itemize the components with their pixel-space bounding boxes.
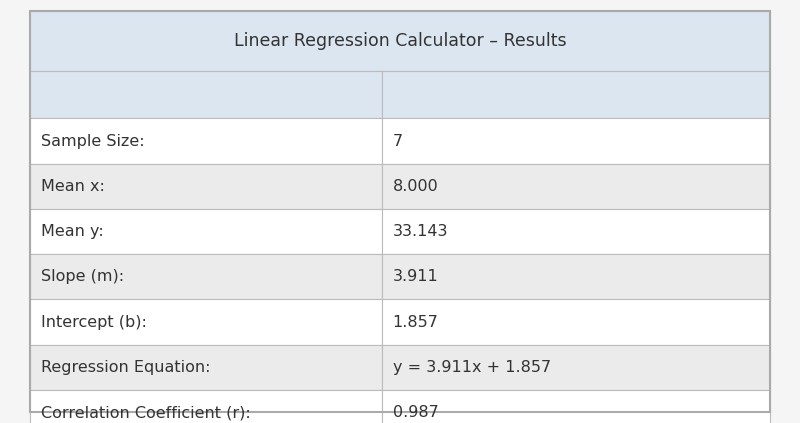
Text: 3.911: 3.911 xyxy=(393,269,438,284)
Bar xyxy=(30,164,382,209)
Bar xyxy=(30,71,382,118)
Bar xyxy=(382,299,770,345)
Text: 1.857: 1.857 xyxy=(393,315,438,330)
Text: 7: 7 xyxy=(393,134,402,148)
Text: Sample Size:: Sample Size: xyxy=(41,134,145,148)
Bar xyxy=(382,254,770,299)
Text: Mean y:: Mean y: xyxy=(41,224,103,239)
Text: Mean x:: Mean x: xyxy=(41,179,105,194)
Text: Correlation Coefficient (r):: Correlation Coefficient (r): xyxy=(41,405,250,420)
Text: Slope (m):: Slope (m): xyxy=(41,269,124,284)
Bar xyxy=(30,118,382,164)
Text: 8.000: 8.000 xyxy=(393,179,438,194)
Bar xyxy=(382,71,770,118)
Text: y = 3.911x + 1.857: y = 3.911x + 1.857 xyxy=(393,360,550,375)
Bar xyxy=(382,118,770,164)
Bar xyxy=(30,345,382,390)
Bar xyxy=(30,299,382,345)
Bar xyxy=(30,254,382,299)
Bar xyxy=(382,209,770,254)
Text: Intercept (b):: Intercept (b): xyxy=(41,315,146,330)
Bar xyxy=(30,209,382,254)
Bar xyxy=(382,164,770,209)
Bar xyxy=(30,11,770,71)
Text: 0.987: 0.987 xyxy=(393,405,438,420)
Bar xyxy=(30,390,382,423)
Bar xyxy=(382,390,770,423)
Text: Regression Equation:: Regression Equation: xyxy=(41,360,210,375)
Bar xyxy=(382,345,770,390)
Text: Linear Regression Calculator – Results: Linear Regression Calculator – Results xyxy=(234,32,566,50)
Text: 33.143: 33.143 xyxy=(393,224,448,239)
